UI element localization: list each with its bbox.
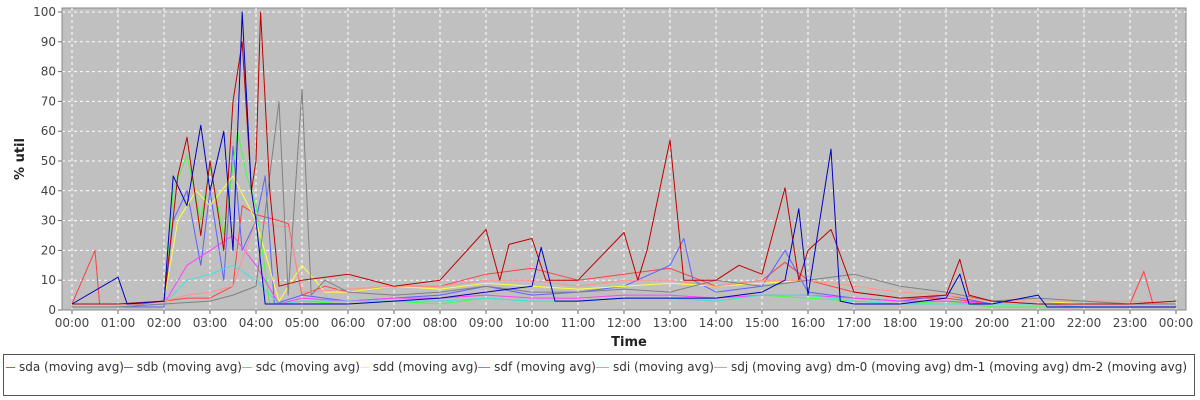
x-tick-label: 05:00 [285, 316, 320, 330]
legend-label: sdb (moving avg) [136, 360, 242, 374]
legend-label: dm-1 (moving avg) [954, 360, 1070, 374]
x-tick-label: 19:00 [929, 316, 964, 330]
series-line-dm-1 [72, 11, 1177, 305]
x-tick-label: 11:00 [561, 316, 596, 330]
legend-label: dm-0 (moving avg) [836, 360, 952, 374]
y-tick-label: 90 [41, 35, 56, 49]
y-tick-label: 30 [41, 214, 56, 228]
x-axis-title: Time [611, 335, 647, 350]
chart-area: 0 10 20 30 40 50 60 70 80 90 100 00:00 01:00 02:00 03:… [13, 5, 1194, 350]
x-tick-label: 15:00 [745, 316, 780, 330]
x-tick-label: 00:00 [55, 316, 90, 330]
line-chart: 0 10 20 30 40 50 60 70 80 90 100 00:00 01:00 02:00 03:… [13, 5, 1194, 350]
x-tick-label: 06:00 [331, 316, 366, 330]
legend-item: dm-2 (moving avg) [1068, 358, 1188, 376]
x-tick-label: 20:00 [975, 316, 1010, 330]
y-axis-title: % util [13, 138, 28, 180]
y-tick-label: 80 [41, 65, 56, 79]
x-tick-label: 02:00 [147, 316, 182, 330]
legend-swatch [6, 366, 16, 368]
x-tick-label: 08:00 [423, 316, 458, 330]
x-tick-label: 14:00 [699, 316, 734, 330]
legend-item: sda (moving avg) [6, 358, 124, 376]
legend-item: dm-1 (moving avg) [950, 358, 1070, 376]
legend-label: sdf (moving avg) [494, 360, 596, 374]
legend-item: dm-0 (moving avg) [832, 358, 952, 376]
y-tick-label: 60 [41, 124, 56, 138]
x-tick-label: 00:00 [1159, 316, 1194, 330]
legend-label: sdd (moving avg) [372, 360, 478, 374]
legend-item: sdf (moving avg) [478, 358, 596, 376]
legend-label: sdc (moving avg) [255, 360, 360, 374]
legend-swatch [360, 366, 369, 368]
axes: 0 10 20 30 40 50 60 70 80 90 100 00:00 01:00 02:00 03:… [33, 5, 1193, 330]
series-line-dm-2 [71, 11, 1176, 308]
legend-label: sdj (moving avg) [731, 360, 832, 374]
legend-swatch [242, 366, 252, 368]
x-tick-label: 17:00 [837, 316, 872, 330]
y-tick-label: 100 [33, 5, 56, 19]
x-tick-label: 07:00 [377, 316, 412, 330]
x-tick-label: 18:00 [883, 316, 918, 330]
x-tick-label: 13:00 [653, 316, 688, 330]
legend-swatch [124, 366, 133, 368]
y-tick-label: 20 [41, 243, 56, 257]
x-tick-label: 21:00 [1021, 316, 1056, 330]
x-tick-label: 04:00 [239, 316, 274, 330]
x-tick-label: 16:00 [791, 316, 826, 330]
legend-item: sdj (moving avg) [714, 358, 832, 376]
legend: sda (moving avg) sdb (moving avg) sdc (mov… [3, 354, 1195, 396]
series-lines [71, 11, 1177, 308]
legend-item: sdi (moving avg) [596, 358, 714, 376]
y-tick-label: 10 [41, 273, 56, 287]
legend-item: sdd (moving avg) [360, 358, 478, 376]
x-tick-label: 10:00 [515, 316, 550, 330]
legend-swatch [478, 366, 491, 368]
legend-item: sdc (moving avg) [242, 358, 360, 376]
legend-swatch [714, 366, 728, 368]
y-tick-label: 70 [41, 94, 56, 108]
x-tick-label: 22:00 [1067, 316, 1102, 330]
legend-label: sdi (moving avg) [613, 360, 714, 374]
y-tick-label: 50 [41, 154, 56, 168]
series-line-sdb [72, 145, 1176, 308]
x-tick-label: 23:00 [1113, 316, 1148, 330]
x-tick-label: 01:00 [101, 316, 136, 330]
x-tick-label: 09:00 [469, 316, 504, 330]
legend-item: sdb (moving avg) [124, 358, 242, 376]
grid-lines [62, 8, 1186, 311]
legend-swatch [596, 366, 610, 368]
x-tick-label: 12:00 [607, 316, 642, 330]
y-tick-label: 40 [41, 184, 56, 198]
y-tick-label: 0 [48, 303, 56, 317]
x-tick-label: 03:00 [193, 316, 228, 330]
series-line-sdj [72, 220, 1177, 305]
legend-label: dm-2 (moving avg) [1072, 360, 1188, 374]
legend-label: sda (moving avg) [19, 360, 124, 374]
